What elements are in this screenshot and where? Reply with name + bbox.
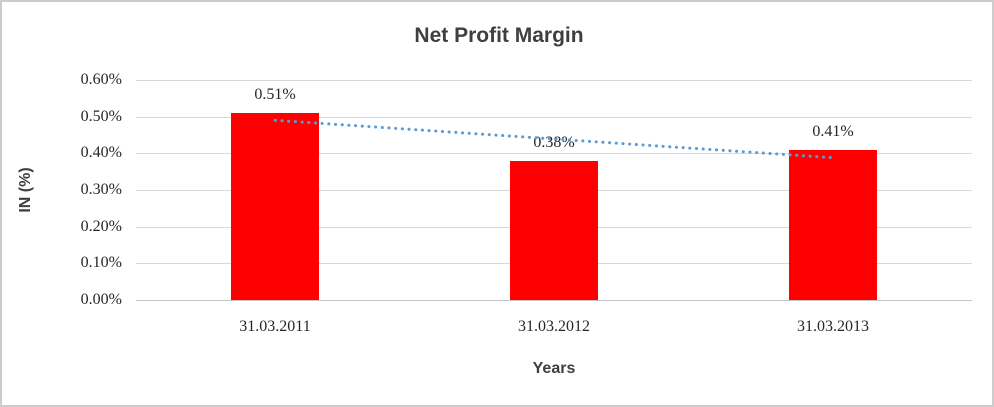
bar-value-label: 0.38% xyxy=(533,134,575,151)
bar-value-label: 0.41% xyxy=(812,123,854,140)
y-axis-title-text: IN (%) xyxy=(17,167,34,213)
y-tick-label: 0.50% xyxy=(80,108,122,125)
y-tick-label: 0.00% xyxy=(80,291,122,308)
gridline xyxy=(136,80,972,81)
bar xyxy=(510,161,598,300)
y-tick-label: 0.60% xyxy=(80,71,122,88)
x-axis-title: Years xyxy=(532,360,576,377)
bar xyxy=(231,113,319,300)
gridline xyxy=(136,117,972,118)
chart-title: Net Profit Margin xyxy=(414,24,584,47)
y-tick-label: 0.20% xyxy=(80,218,122,235)
x-axis-line xyxy=(136,300,972,301)
bar-value-label: 0.51% xyxy=(254,86,296,103)
y-tick-label: 0.40% xyxy=(80,144,122,161)
x-tick-label: 31.03.2012 xyxy=(518,318,590,335)
x-tick-label: 31.03.2011 xyxy=(239,318,311,335)
y-tick-label: 0.10% xyxy=(80,254,122,271)
bar xyxy=(789,150,877,300)
y-tick-label: 0.30% xyxy=(80,181,122,198)
x-tick-label: 31.03.2013 xyxy=(797,318,869,335)
